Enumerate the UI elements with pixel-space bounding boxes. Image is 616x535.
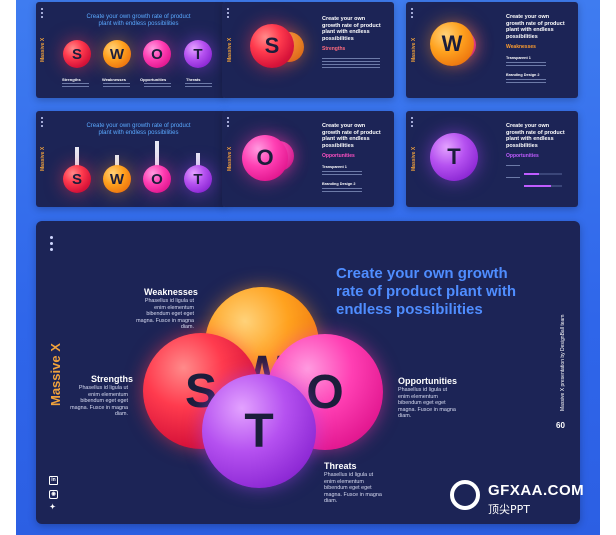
progress-bar-2 [524,185,562,187]
label-strengths: Strengths [62,77,81,82]
item-1: Transparent 1 [322,165,347,169]
opportunities-text: Phasellus id ligula ut enim elementum bi… [398,387,456,420]
menu-dots-icon [227,8,229,18]
main-slide[interactable]: Massive X Create your own growth rate of… [36,221,580,524]
slide-subtitle: Opportunities [506,153,539,159]
twitter-icon[interactable]: ✦ [49,504,56,511]
menu-dots-icon [41,117,43,127]
watermark-logo-icon [450,480,480,510]
bar-o [155,141,159,169]
item-2: Branding Design 2 [506,73,540,77]
instagram-icon[interactable]: ◉ [49,490,58,499]
linkedin-icon[interactable]: in [49,476,58,485]
main-title: Create your own growth rate of product p… [336,265,516,318]
vertical-title: Massive X [48,343,63,406]
slide-title: Create your own growth rate of product p… [86,123,191,136]
slide-title: Create your own growth rate of product p… [322,16,381,42]
body-lines [506,62,546,68]
vertical-title: Massive X [227,146,233,171]
ball-o: O [143,40,171,68]
thumbnail-slide-5[interactable]: Massive X O Create your own growth rate … [222,111,394,207]
bar-s [75,147,79,169]
ball-w: W [430,22,474,66]
presentation-showcase: Massive X Create your own growth rate of… [16,0,600,535]
body-lines [322,188,362,194]
thumbnail-slide-2[interactable]: Massive X S Create your own growth rate … [222,2,394,98]
thumbnail-slide-3[interactable]: Massive X W Create your own growth rate … [406,2,578,98]
bar-t [196,153,200,169]
ball-s: S [250,24,294,68]
thumbnail-slide-1[interactable]: Massive X Create your own growth rate of… [36,2,226,98]
menu-dots-icon [411,8,413,18]
slide-subtitle: Opportunities [322,153,355,159]
page-number: 60 [556,421,565,430]
body-lines [62,83,212,89]
slide-title: Create your own growth rate of product p… [506,123,565,149]
thumbnail-slide-6[interactable]: Massive X T Create your own growth rate … [406,111,578,207]
body-lines [322,58,380,70]
threats-text: Phasellus id ligula ut enim elementum bi… [324,472,382,505]
menu-dots-icon [50,236,53,251]
slide-title: Create your own growth rate of product p… [506,14,565,40]
label-weaknesses: Weaknesses [102,77,126,82]
watermark-sub: 顶尖PPT [488,503,530,516]
ball-o: O [143,165,171,193]
ball-t: T [184,40,212,68]
vertical-title: Massive X [40,146,46,171]
weaknesses-text: Phasellus id ligula ut enim elementum bi… [136,298,194,331]
slide-subtitle: Strengths [322,46,346,52]
label-opportunities: Opportunities [140,77,167,82]
weaknesses-title: Weaknesses [144,287,198,297]
slide-subtitle: Weaknesses [506,44,536,50]
ball-t: T [430,133,478,181]
thumbnail-slide-4[interactable]: Massive X Create your own growth rate of… [36,111,226,207]
side-credit: Massive X presentation by DesignBall tea… [560,314,566,411]
vertical-title: Massive X [227,37,233,62]
ball-o: O [242,135,288,181]
threats-title: Threats [324,461,357,471]
item-2: Branding Design 2 [322,182,356,186]
ball-w: W [103,40,131,68]
item-1: Transparent 1 [506,56,531,60]
body-lines [322,171,362,177]
body-lines [506,79,546,85]
watermark-brand: GFXAA.COM [488,482,585,499]
vertical-title: Massive X [411,146,417,171]
menu-dots-icon [227,117,229,127]
ball-w: W [103,165,131,193]
ball-s: S [63,165,91,193]
menu-dots-icon [411,117,413,127]
body-lines [506,165,520,168]
body-lines [506,177,520,180]
opportunities-title: Opportunities [398,376,457,386]
menu-dots-icon [41,8,43,18]
vertical-title: Massive X [40,37,46,62]
strengths-text: Phasellus id ligula ut enim elementum bi… [70,385,128,418]
watermark: GFXAA.COM 顶尖PPT [450,476,610,520]
slide-title: Create your own growth rate of product p… [322,123,381,149]
strengths-title: Strengths [91,374,134,384]
progress-bar-1 [524,173,562,175]
vertical-title: Massive X [411,37,417,62]
ball-s: S [63,40,91,68]
bar-w [115,155,119,169]
slide-title: Create your own growth rate of product p… [86,14,191,27]
ball-t: T [184,165,212,193]
label-threats: Threats [186,77,201,82]
ball-t: T [202,374,316,488]
